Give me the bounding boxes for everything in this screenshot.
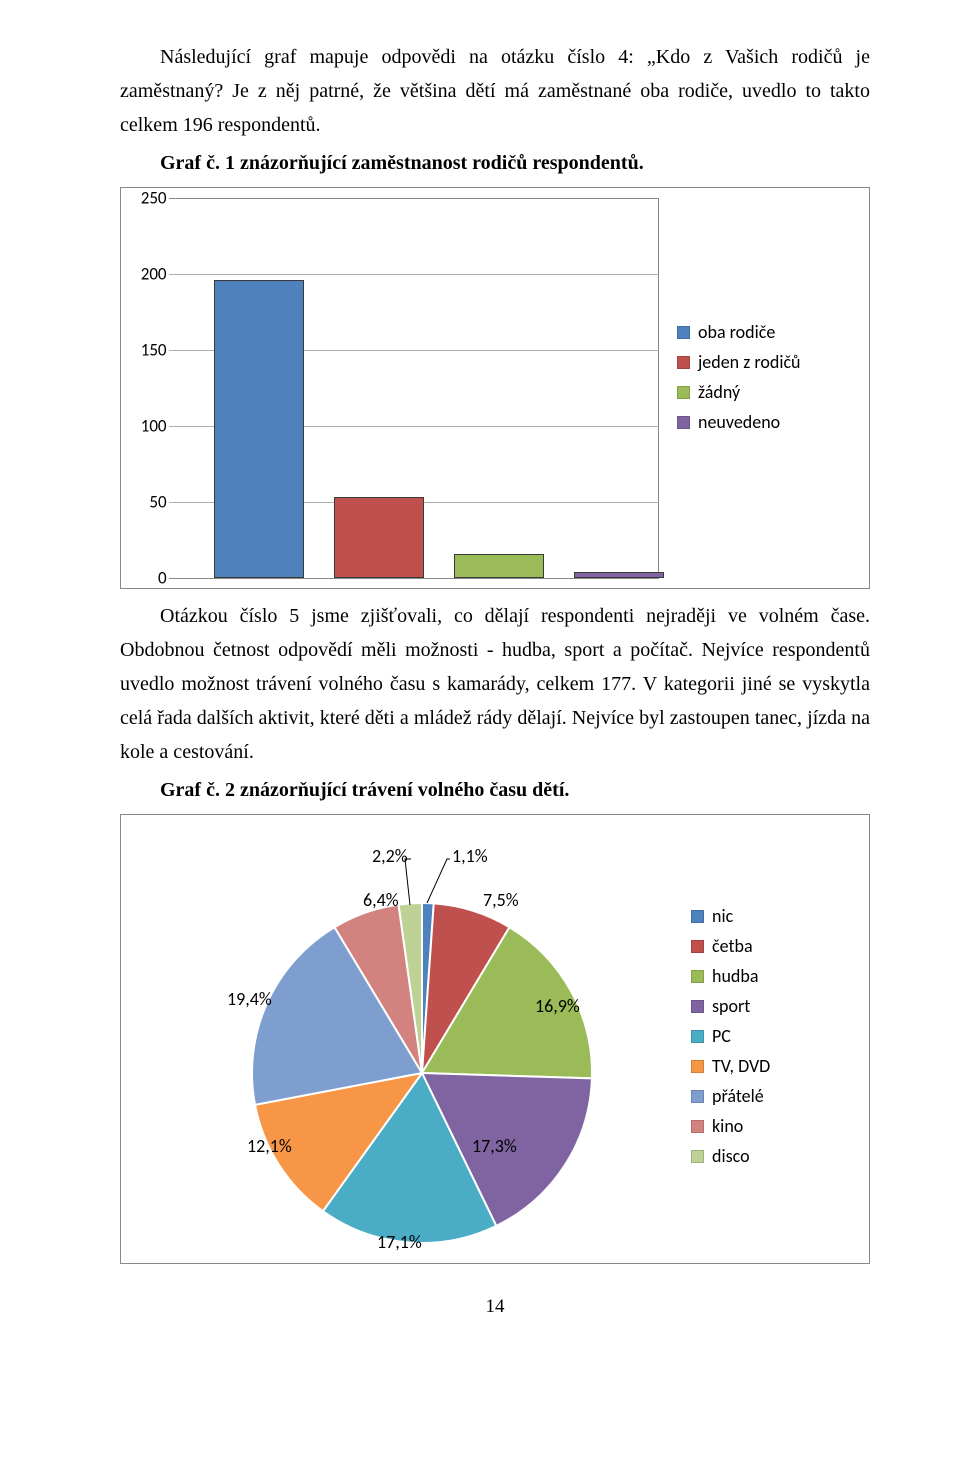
legend-label: oba rodiče (698, 321, 775, 343)
gridline (169, 274, 659, 275)
bar-legend: oba rodiče jeden z rodičů žádný neuvedeno (677, 198, 801, 578)
chart1-heading: Graf č. 1 znázorňující zaměstnanost rodi… (160, 152, 870, 175)
y-tick-label: 50 (149, 492, 166, 513)
legend-swatch (691, 1090, 704, 1103)
chart2-heading: Graf č. 2 znázorňující trávení volného č… (160, 779, 870, 802)
pie-data-label: 1,1% (452, 845, 488, 867)
legend-item: PC (691, 1025, 770, 1047)
pie-data-label: 6,4% (363, 889, 399, 911)
legend-label: kino (712, 1115, 743, 1137)
y-tick-label: 100 (141, 416, 167, 437)
pie-data-label: 17,3% (472, 1135, 517, 1157)
legend-label: neuvedeno (698, 411, 780, 433)
legend-item: nic (691, 905, 770, 927)
legend-label: nic (712, 905, 733, 927)
legend-swatch (677, 386, 690, 399)
legend-label: četba (712, 935, 753, 957)
pie-legend: nic četba hudba sport PC TV, DVD přátelé kino di… (691, 823, 770, 1175)
legend-item: neuvedeno (677, 411, 801, 433)
legend-item: hudba (691, 965, 770, 987)
legend-item: sport (691, 995, 770, 1017)
gridline (169, 578, 659, 579)
mid-paragraph: Otázkou číslo 5 jsme zjišťovali, co děla… (120, 599, 870, 769)
legend-label: hudba (712, 965, 758, 987)
pie-data-label: 16,9% (535, 995, 580, 1017)
legend-item: přátelé (691, 1085, 770, 1107)
legend-swatch (691, 1120, 704, 1133)
pie-chart: 1,1% 7,5% 16,9% 17,3% 17,1% 12,1% 19,4% 6,4% 2,2… (120, 814, 870, 1264)
pie-data-label: 12,1% (247, 1135, 292, 1157)
legend-item: TV, DVD (691, 1055, 770, 1077)
legend-label: disco (712, 1145, 750, 1167)
legend-label: žádný (698, 381, 740, 403)
legend-swatch (691, 1150, 704, 1163)
legend-item: žádný (677, 381, 801, 403)
legend-label: jeden z rodičů (698, 351, 801, 373)
y-tick-label: 200 (141, 264, 167, 285)
legend-label: TV, DVD (712, 1055, 770, 1077)
pie-plot-area: 1,1% 7,5% 16,9% 17,3% 17,1% 12,1% 19,4% 6,4% 2,2… (127, 823, 687, 1253)
legend-label: PC (712, 1025, 731, 1047)
bar-1 (334, 497, 424, 578)
bar-chart: 050100150200250 oba rodičejeden z rodičů… (120, 187, 870, 589)
y-tick-label: 0 (158, 568, 167, 589)
legend-swatch (677, 326, 690, 339)
legend-swatch (691, 970, 704, 983)
bar-3 (574, 572, 664, 578)
y-tick-label: 150 (141, 340, 167, 361)
legend-item: četba (691, 935, 770, 957)
legend-swatch (691, 1060, 704, 1073)
pie-data-label: 2,2% (372, 845, 408, 867)
bar-2 (454, 554, 544, 578)
legend-swatch (691, 1000, 704, 1013)
legend-swatch (691, 1030, 704, 1043)
pie-data-label: 17,1% (377, 1231, 422, 1253)
pie-data-label: 7,5% (483, 889, 519, 911)
legend-label: přátelé (712, 1085, 764, 1107)
pie-data-label: 19,4% (227, 988, 272, 1010)
page-number: 14 (120, 1296, 870, 1318)
legend-label: sport (712, 995, 750, 1017)
legend-swatch (677, 416, 690, 429)
y-tick-label: 250 (141, 188, 167, 209)
legend-swatch (677, 356, 690, 369)
legend-item: oba rodiče (677, 321, 801, 343)
legend-item: kino (691, 1115, 770, 1137)
legend-item: disco (691, 1145, 770, 1167)
intro-paragraph: Následující graf mapuje odpovědi na otáz… (120, 40, 870, 142)
legend-swatch (691, 910, 704, 923)
bar-plot-area: 050100150200250 (169, 198, 659, 578)
legend-item: jeden z rodičů (677, 351, 801, 373)
legend-swatch (691, 940, 704, 953)
bar-0 (214, 280, 304, 578)
